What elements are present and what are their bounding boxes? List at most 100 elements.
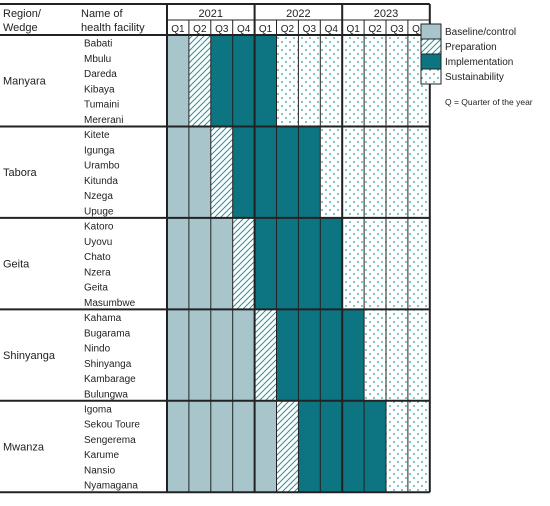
year-row: 2021 2022 2023: [199, 8, 399, 20]
phase-cell-mwanza-3: [210, 400, 233, 493]
phase-cell-mwanza-4: [232, 400, 255, 493]
quarter-label: Q4: [237, 24, 251, 35]
phase-cell-geita-2: [188, 217, 211, 310]
facility-label: Upuge: [84, 206, 114, 217]
quarter-label: Q4: [412, 24, 426, 35]
facility-label: Nyamagana: [84, 481, 138, 492]
facility-label: Nzera: [84, 267, 111, 278]
phase-cell-mwanza-5: [254, 400, 277, 493]
phase-cell-shinyanga-2: [188, 309, 211, 401]
legend-label: Baseline/control: [445, 27, 516, 38]
phase-cell-manyara-7: [298, 35, 321, 127]
region-header-line1: Region/: [3, 8, 42, 20]
facility-label: Masumbwe: [84, 298, 136, 309]
phase-cell-manyara-9: [342, 35, 365, 127]
phase-cell-geita-3: [210, 217, 233, 310]
phase-cell-mwanza-12: [407, 400, 430, 493]
phase-cell-geita-4: [232, 217, 255, 310]
facility-label: Bulungwa: [84, 389, 128, 400]
phase-cell-manyara-3: [210, 35, 233, 127]
facility-label: Katoro: [84, 222, 114, 233]
quarter-label: Q1: [171, 24, 185, 35]
phase-cell-tabora-12: [407, 126, 430, 218]
phase-cell-manyara-1: [167, 35, 189, 127]
phase-cell-tabora-10: [364, 126, 386, 218]
region-label: Manyara: [3, 76, 47, 88]
phase-cell-mwanza-1: [167, 400, 189, 493]
facility-label: Igoma: [84, 405, 112, 416]
phase-cell-geita-8: [320, 217, 343, 310]
legend-swatch-baseline-control: [420, 23, 442, 40]
legend-swatch-implementation: [420, 53, 442, 70]
quarter-label: Q1: [259, 24, 273, 35]
phase-cell-geita-5: [254, 217, 277, 310]
quarter-label: Q4: [325, 24, 339, 35]
year-label: 2023: [374, 8, 398, 20]
facility-label: Kambarage: [84, 374, 136, 385]
phase-cell-mwanza-10: [364, 400, 386, 493]
facility-label: Karume: [84, 450, 119, 461]
phase-cell-shinyanga-6: [276, 309, 299, 401]
legend-swatch-preparation: [420, 38, 442, 55]
facility-label: Shinyanga: [84, 359, 132, 370]
facility-label: Kitunda: [84, 176, 118, 187]
facility-label: Igunga: [84, 145, 115, 156]
phase-cell-mwanza-6: [276, 400, 299, 493]
year-label: 2022: [286, 8, 310, 20]
phase-cell-manyara-5: [254, 35, 277, 127]
legend-label: Sustainability: [445, 72, 504, 83]
phase-cell-tabora-5: [254, 126, 277, 218]
facility-label: Tumaini: [84, 100, 119, 111]
phase-cell-geita-11: [386, 217, 408, 310]
phase-cell-geita-9: [342, 217, 365, 310]
phase-cell-tabora-8: [320, 126, 343, 218]
phase-cell-shinyanga-8: [320, 309, 343, 401]
region-labels: Manyara Tabora Geita Shinyanga Mwanza: [3, 76, 56, 454]
facility-label: Kitete: [84, 130, 110, 141]
phase-cell-tabora-4: [232, 126, 255, 218]
facility-label: Uyovu: [84, 237, 112, 248]
quarter-row: Q1 Q2 Q3 Q4 Q1 Q2 Q3 Q4 Q1 Q2 Q3 Q4: [171, 24, 426, 35]
quarter-label: Q3: [390, 24, 404, 35]
phase-cell-geita-7: [298, 217, 321, 310]
quarter-label: Q2: [193, 24, 207, 35]
phase-cell-geita-6: [276, 217, 299, 310]
region-label: Geita: [3, 259, 30, 271]
legend: Baseline/control Preparation Implementatio…: [420, 23, 516, 85]
quarter-label: Q2: [281, 24, 295, 35]
phase-cell-shinyanga-12: [407, 309, 430, 401]
phase-cell-mwanza-9: [342, 400, 365, 493]
facility-label: Sekou Toure: [84, 420, 140, 431]
facility-header-line2: health facility: [81, 22, 145, 34]
phase-cell-manyara-8: [320, 35, 343, 127]
phase-cell-tabora-2: [188, 126, 211, 218]
phase-cell-manyara-10: [364, 35, 386, 127]
facility-label: Nindo: [84, 344, 111, 355]
phase-cell-manyara-11: [386, 35, 408, 127]
phase-cell-tabora-1: [167, 126, 189, 218]
quarter-label: Q1: [346, 24, 360, 35]
phase-cell-tabora-11: [386, 126, 408, 218]
quarter-label: Q3: [303, 24, 317, 35]
phase-cell-tabora-7: [298, 126, 321, 218]
grid-lines: [0, 3, 431, 494]
quarter-label: Q3: [215, 24, 229, 35]
phase-cell-shinyanga-5: [254, 309, 277, 401]
phase-cell-mwanza-8: [320, 400, 343, 493]
legend-note: Q = Quarter of the year: [445, 97, 533, 107]
facility-label: Nzega: [84, 191, 113, 202]
schedule-grid: [167, 35, 430, 493]
legend-label: Preparation: [445, 42, 497, 53]
phase-cell-shinyanga-3: [210, 309, 233, 401]
phase-cell-shinyanga-9: [342, 309, 365, 401]
phase-cell-shinyanga-7: [298, 309, 321, 401]
phase-cell-shinyanga-11: [386, 309, 408, 401]
facility-label: Nansio: [84, 465, 116, 476]
legend-label: Implementation: [445, 57, 513, 68]
phase-cell-shinyanga-10: [364, 309, 386, 401]
phase-cell-manyara-6: [276, 35, 299, 127]
phase-cell-geita-1: [167, 217, 189, 310]
facility-label: Chato: [84, 252, 111, 263]
year-label: 2021: [199, 8, 223, 20]
